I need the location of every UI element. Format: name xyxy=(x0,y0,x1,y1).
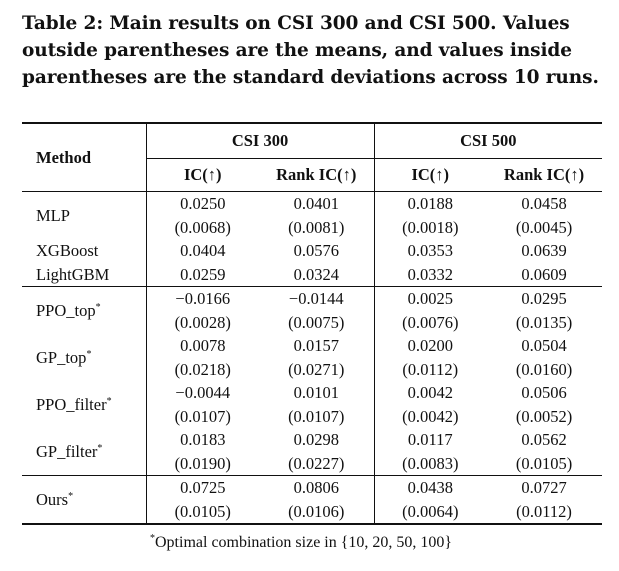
method-label: PPO_top* xyxy=(36,300,101,320)
method-label: GP_top* xyxy=(36,347,92,367)
table-footnote: *Optimal combination size in {10, 20, 50… xyxy=(150,533,453,552)
table-cell: −0.0144 xyxy=(259,286,375,311)
header-ic-300: IC(↑) xyxy=(145,158,259,192)
table-cell: 0.0458 xyxy=(521,194,567,213)
table-cell: 0.0200 xyxy=(407,336,453,355)
table-cell: 0.0259 xyxy=(145,262,259,287)
table-row: Ours* 0.0725 0.0806 0.0438 0.0727 xyxy=(22,475,603,509)
table-cell: 0.0576 xyxy=(259,239,375,263)
table-row: LightGBM 0.0259 0.0324 0.0332 0.0609 xyxy=(22,262,602,287)
table-cell: 0.0562 xyxy=(521,430,567,449)
table-cell: 0.0504 xyxy=(521,336,567,355)
table-row: PPO_filter* −0.0044 0.0101 0.0042 0.0506 xyxy=(22,381,602,414)
table-cell: 0.0609 xyxy=(521,264,567,284)
table-row: (0.0190) (0.0227) (0.0083) (0.0105) xyxy=(22,451,602,476)
table-cell: 0.0183 xyxy=(145,428,259,452)
table-cell: 0.0725 xyxy=(145,475,259,500)
table-cell: 0.0506 xyxy=(521,383,567,402)
table-row: MLP 0.0250 0.0401 0.0188 0.0458 xyxy=(22,191,603,225)
table-cell: (0.0105) xyxy=(145,499,259,524)
table-cell: (0.0068) xyxy=(145,215,259,239)
table-cell: 0.0025 xyxy=(407,289,453,308)
table-row: GP_top* 0.0078 0.0157 0.0200 0.0504 xyxy=(22,334,602,367)
table-cell: 0.0324 xyxy=(259,262,375,287)
table-cell: 0.0727 xyxy=(521,478,567,497)
table-cell: 0.0806 xyxy=(259,475,375,500)
table-cell: (0.0112) xyxy=(402,359,459,379)
table-cell: (0.0052) xyxy=(515,406,573,426)
table-cell: (0.0075) xyxy=(259,310,375,334)
table-cell: −0.0166 xyxy=(145,286,259,311)
table-cell: 0.0401 xyxy=(259,191,375,216)
table-cell: (0.0271) xyxy=(259,357,375,381)
table-cell: (0.0107) xyxy=(145,404,259,428)
method-label: GP_filter* xyxy=(36,441,103,461)
table-cell: 0.0404 xyxy=(145,239,259,263)
header-rankic-300: Rank IC(↑) xyxy=(259,158,375,192)
header-method: Method xyxy=(36,147,91,167)
table-row: GP_filter* 0.0183 0.0298 0.0117 0.0562 xyxy=(22,428,602,461)
table-cell: (0.0227) xyxy=(259,451,375,476)
table-cell: 0.0298 xyxy=(259,428,375,452)
table-row: PPO_top* −0.0166 −0.0144 0.0025 0.0295 xyxy=(22,286,603,320)
table-cell: (0.0107) xyxy=(259,404,375,428)
table-cell: (0.0045) xyxy=(515,217,573,237)
table-cell: 0.0353 xyxy=(407,241,453,260)
table-cell: 0.0295 xyxy=(521,289,567,308)
table-row: (0.0218) (0.0271) (0.0112) (0.0160) xyxy=(22,357,602,381)
table-cell: 0.0639 xyxy=(521,241,567,260)
table-cell: 0.0188 xyxy=(407,194,453,213)
table-cell: (0.0218) xyxy=(145,357,259,381)
table-row: XGBoost 0.0404 0.0576 0.0353 0.0639 xyxy=(22,239,602,263)
table-cell: 0.0157 xyxy=(259,334,375,358)
table-row: (0.0105) (0.0106) (0.0064) (0.0112) xyxy=(22,499,603,524)
table-cell: (0.0135) xyxy=(515,312,573,332)
header-ic-500: IC(↑) xyxy=(411,165,450,184)
table-cell: (0.0105) xyxy=(515,453,573,473)
method-label: XGBoost xyxy=(36,241,99,260)
table-cell: 0.0101 xyxy=(259,381,375,405)
header-csi300: CSI 300 xyxy=(145,123,375,159)
method-label: LightGBM xyxy=(36,264,110,284)
header-rankic-500: Rank IC(↑) xyxy=(503,165,585,184)
table-cell: 0.0438 xyxy=(407,478,453,497)
table-cell: (0.0106) xyxy=(259,499,375,524)
table-cell: (0.0076) xyxy=(402,312,459,332)
table-caption: Table 2: Main results on CSI 300 and CSI… xyxy=(22,13,599,88)
table-cell: (0.0083) xyxy=(402,453,459,473)
table-cell: (0.0064) xyxy=(402,501,459,521)
table-cell: 0.0332 xyxy=(407,264,453,284)
table-row: (0.0068) (0.0081) (0.0018) (0.0045) xyxy=(22,215,602,239)
method-label: Ours* xyxy=(36,489,74,509)
results-table: Method CSI 300 CSI 500 IC(↑) Rank IC(↑) … xyxy=(22,122,603,525)
method-label: PPO_filter* xyxy=(36,394,112,414)
table-cell: −0.0044 xyxy=(145,381,259,405)
method-label: MLP xyxy=(36,205,70,225)
header-csi500: CSI 500 xyxy=(373,123,603,159)
table-cell: (0.0042) xyxy=(402,406,459,426)
table-cell: 0.0078 xyxy=(145,334,259,358)
table-cell: (0.0028) xyxy=(145,310,259,334)
table-cell: (0.0190) xyxy=(145,451,259,476)
table-cell: 0.0042 xyxy=(407,383,453,402)
table-cell: (0.0018) xyxy=(402,217,459,237)
table-cell: 0.0117 xyxy=(407,430,453,449)
table-cell: (0.0081) xyxy=(259,215,375,239)
table-cell: 0.0250 xyxy=(145,191,259,216)
table-row: (0.0107) (0.0107) (0.0042) (0.0052) xyxy=(22,404,602,428)
table-cell: (0.0160) xyxy=(515,359,573,379)
table-row: (0.0028) (0.0075) (0.0076) (0.0135) xyxy=(22,310,602,334)
table-cell: (0.0112) xyxy=(516,501,572,521)
